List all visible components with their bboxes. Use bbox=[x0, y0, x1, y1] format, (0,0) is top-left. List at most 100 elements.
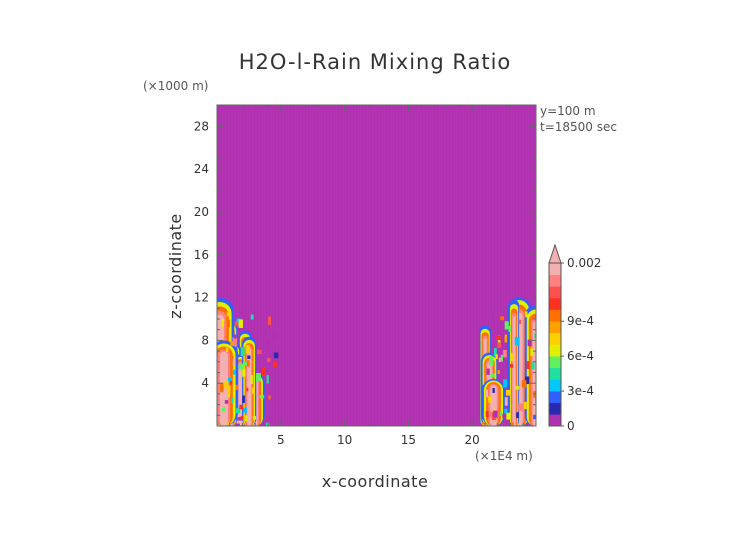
rain-speck bbox=[226, 421, 229, 425]
y-unit-label: (×1000 m) bbox=[143, 79, 208, 93]
rain-speck bbox=[235, 408, 241, 414]
rain-speck bbox=[487, 396, 492, 403]
rain-speck bbox=[493, 348, 497, 356]
rain-speck bbox=[242, 395, 245, 403]
rain-speck bbox=[489, 410, 492, 419]
rain-speck bbox=[243, 362, 248, 366]
colorbar-swatch bbox=[549, 274, 561, 287]
rain-speck bbox=[518, 319, 522, 325]
rain-speck bbox=[534, 354, 536, 359]
x-tick-label: 20 bbox=[465, 433, 480, 447]
rain-speck bbox=[533, 390, 536, 398]
rain-speck bbox=[245, 415, 248, 422]
x-unit-label: (×1E4 m) bbox=[475, 449, 533, 463]
rain-speck bbox=[521, 380, 527, 388]
rain-speck bbox=[233, 369, 236, 375]
rain-speck bbox=[534, 333, 536, 339]
rain-speck bbox=[246, 387, 249, 392]
rain-speck bbox=[490, 373, 495, 377]
colorbar-swatch bbox=[549, 414, 561, 427]
rain-speck bbox=[233, 334, 237, 339]
x-axis-title: x-coordinate bbox=[322, 472, 429, 491]
colorbar-swatch bbox=[549, 297, 561, 310]
rain-speck bbox=[499, 425, 503, 426]
rain-speck bbox=[236, 318, 241, 326]
colorbar-swatch bbox=[549, 356, 561, 369]
colorbar-swatch bbox=[549, 402, 561, 415]
rain-speck bbox=[268, 395, 271, 400]
rain-speck bbox=[235, 384, 239, 391]
rain-speck bbox=[492, 313, 495, 322]
right-cloud bbox=[479, 297, 536, 426]
rain-speck bbox=[261, 367, 266, 377]
rain-speck bbox=[246, 360, 250, 367]
x-tick-label: 15 bbox=[401, 433, 416, 447]
colorbar-label: 9e-4 bbox=[567, 314, 594, 328]
rain-speck bbox=[486, 368, 490, 375]
rain-speck bbox=[251, 387, 255, 394]
rain-speck bbox=[224, 380, 229, 389]
rain-speck bbox=[485, 389, 488, 398]
rain-speck bbox=[255, 373, 261, 382]
y-tick-label: 24 bbox=[194, 162, 209, 176]
rain-speck bbox=[232, 337, 238, 347]
rain-speck bbox=[525, 376, 530, 385]
rain-speck bbox=[237, 417, 243, 421]
rain-speck bbox=[521, 424, 524, 426]
rain-speck bbox=[525, 311, 528, 318]
colorbar-swatch bbox=[549, 263, 561, 275]
annotation-t: t=18500 sec bbox=[540, 120, 617, 134]
x-tick-label: 10 bbox=[337, 433, 352, 447]
rain-speck bbox=[504, 334, 508, 343]
rain-speck bbox=[508, 325, 511, 332]
rain-speck bbox=[227, 386, 231, 395]
annotation-y: y=100 m bbox=[540, 104, 596, 118]
colorbar: 0 3e-4 6e-4 9e-4 0.002 bbox=[548, 243, 601, 433]
rain-speck bbox=[240, 416, 244, 420]
y-tick-label: 8 bbox=[201, 333, 209, 347]
rain-speck bbox=[267, 316, 272, 326]
colorbar-label: 3e-4 bbox=[567, 384, 594, 398]
colorbar-swatch bbox=[549, 391, 561, 404]
rain-speck bbox=[493, 410, 498, 418]
rain-field bbox=[217, 297, 536, 426]
rain-speck bbox=[250, 314, 254, 320]
rain-speck bbox=[232, 358, 236, 366]
rain-speck bbox=[485, 410, 489, 418]
rain-speck bbox=[499, 411, 503, 416]
chart-title: H2O-l-Rain Mixing Ratio bbox=[239, 50, 512, 74]
y-axis-title: z-coordinate bbox=[166, 213, 185, 319]
colorbar-frame bbox=[548, 262, 562, 427]
rain-speck bbox=[496, 335, 501, 341]
x-tick-label: 5 bbox=[277, 433, 285, 447]
y-axis: 4 8 12 16 20 24 28 bbox=[194, 104, 536, 427]
rain-speck bbox=[498, 357, 501, 363]
rain-speck bbox=[235, 423, 240, 426]
rain-speck bbox=[523, 401, 527, 410]
rain-speck bbox=[495, 354, 498, 360]
rain-speck bbox=[502, 413, 507, 418]
colorbar-swatch bbox=[549, 344, 561, 357]
rain-speck bbox=[518, 403, 523, 411]
rain-speck bbox=[503, 349, 507, 358]
colorbar-arrow bbox=[548, 243, 562, 264]
rain-speck bbox=[506, 389, 511, 396]
rain-speck bbox=[533, 415, 536, 420]
rain-speck bbox=[530, 348, 534, 356]
rain-speck bbox=[273, 331, 277, 339]
rain-speck bbox=[530, 361, 535, 370]
rain-speck bbox=[226, 319, 231, 328]
rain-speck bbox=[257, 349, 262, 355]
rain-speck bbox=[238, 363, 244, 370]
y-tick-label: 4 bbox=[201, 376, 209, 390]
rain-speck bbox=[227, 377, 232, 385]
rain-speck bbox=[224, 400, 229, 404]
rain-speck bbox=[503, 379, 508, 388]
rain-speck bbox=[229, 380, 232, 385]
rain-speck bbox=[492, 387, 495, 393]
rain-speck bbox=[273, 352, 279, 359]
rain-speck bbox=[514, 336, 520, 346]
rain-cell bbox=[512, 316, 516, 426]
